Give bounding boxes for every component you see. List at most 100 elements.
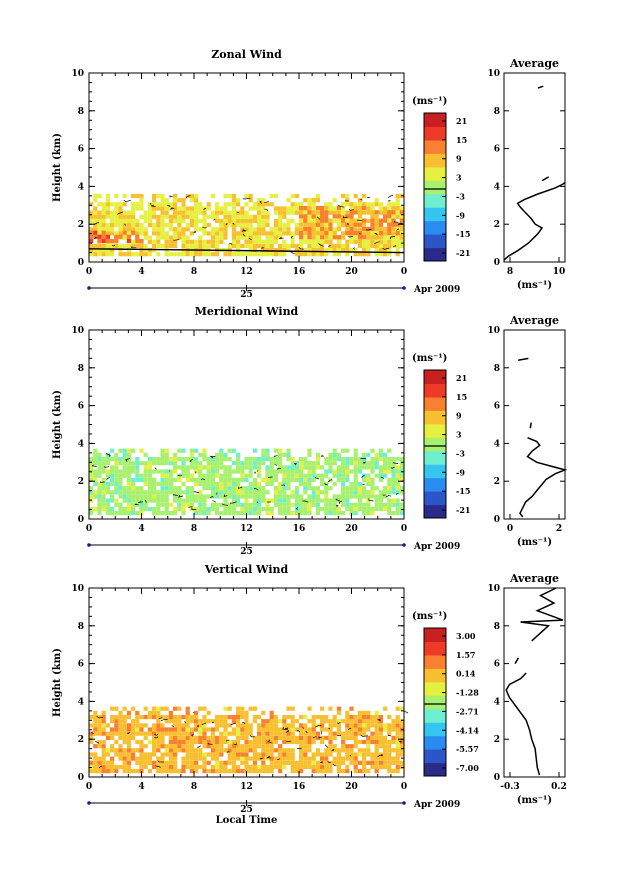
heatmap-cell <box>189 748 194 753</box>
heatmap-cell <box>336 473 341 478</box>
heatmap-cell <box>269 744 274 749</box>
heatmap-cell <box>265 248 270 253</box>
heatmap-cell <box>185 723 190 728</box>
contour-mark <box>158 717 163 720</box>
heatmap-cell <box>177 769 182 774</box>
heatmap-cell <box>387 235 392 240</box>
contour-mark <box>320 454 324 457</box>
heatmap-cell <box>126 218 131 224</box>
heatmap-cell <box>219 461 224 466</box>
heatmap-cell <box>244 752 249 757</box>
heatmap-cell <box>362 465 367 470</box>
heatmap-cell <box>219 227 224 232</box>
average-profile-segment <box>517 357 529 361</box>
heatmap-cell <box>286 498 291 503</box>
heatmap-cell <box>374 218 379 224</box>
heatmap-cell <box>370 461 375 466</box>
heatmap-cell <box>252 202 257 207</box>
heatmap-cell <box>160 706 165 711</box>
heatmap-cell <box>105 481 110 487</box>
heatmap-cell <box>353 465 358 470</box>
heatmap-cell <box>181 218 186 224</box>
heatmap-cell <box>101 502 106 507</box>
heatmap-cell <box>185 223 190 228</box>
heatmap-cell <box>202 502 207 507</box>
heatmap-cell <box>89 511 94 516</box>
contour-mark <box>203 207 207 211</box>
heatmap-cell <box>131 748 136 753</box>
heatmap-cell <box>315 764 320 770</box>
heatmap-cell <box>131 481 136 487</box>
heatmap-cell <box>273 457 278 462</box>
heatmap-cell <box>93 457 98 462</box>
heatmap-cell <box>126 710 131 715</box>
contour-mark <box>290 251 295 255</box>
heatmap-cell <box>240 723 245 728</box>
contour-mark <box>347 223 349 225</box>
heatmap-cell <box>399 239 404 244</box>
heatmap-cell <box>164 752 169 757</box>
heatmap-cell <box>383 760 388 765</box>
heatmap-cell <box>231 498 236 503</box>
heatmap-cell <box>244 744 249 749</box>
heatmap-cell <box>198 498 203 503</box>
colorbar-tick-label: -4.14 <box>456 725 479 735</box>
heatmap-cell <box>194 511 199 516</box>
heatmap-cell <box>93 452 98 457</box>
heatmap-cell <box>160 210 165 215</box>
heatmap-cell <box>173 769 178 774</box>
y-tick-label: 4 <box>78 439 84 449</box>
heatmap-cell <box>286 760 291 765</box>
heatmap-cell <box>328 465 333 470</box>
heatmap-cell <box>198 739 203 745</box>
heatmap-cell <box>168 744 173 749</box>
heatmap-cell <box>168 719 173 724</box>
heatmap-cell <box>282 469 287 474</box>
heatmap-cell <box>206 710 211 715</box>
heatmap-cell <box>122 457 127 462</box>
heatmap-cell <box>387 206 392 211</box>
heatmap-cell <box>294 727 299 732</box>
heatmap-cell <box>89 457 94 462</box>
heatmap-cell <box>244 498 249 503</box>
heatmap-cell <box>131 727 136 732</box>
heatmap-cell <box>164 498 169 503</box>
heatmap-cell <box>126 248 131 253</box>
heatmap-cell <box>307 498 312 503</box>
heatmap-cell <box>97 490 102 495</box>
heatmap-cell <box>231 727 236 732</box>
heatmap-cell <box>210 490 215 495</box>
heatmap-cell <box>311 202 316 207</box>
heatmap-cell <box>215 252 220 257</box>
heatmap-cell <box>181 744 186 749</box>
heatmap-cell <box>210 739 215 745</box>
heatmap-cell <box>332 243 337 248</box>
heatmap-cell <box>181 490 186 495</box>
heatmap-cell <box>378 235 383 240</box>
heatmap-cell <box>362 222 367 227</box>
heatmap-cell <box>143 473 148 478</box>
heatmap-cell <box>97 769 102 774</box>
heatmap-cell <box>118 218 123 224</box>
contour-mark <box>169 195 173 198</box>
heatmap-cell <box>219 477 224 482</box>
heatmap-cell <box>341 486 346 491</box>
heatmap-cell <box>252 502 257 507</box>
heatmap-cell <box>160 202 165 207</box>
heatmap-cell <box>101 223 106 228</box>
heatmap-cell <box>269 731 274 736</box>
heatmap-cell <box>341 756 346 761</box>
heatmap-cell <box>328 511 333 516</box>
heatmap-cell <box>252 498 257 503</box>
heatmap-cell <box>294 227 299 232</box>
heatmap-cell <box>126 735 131 740</box>
heatmap-cell <box>164 486 169 491</box>
heatmap-cell <box>118 506 123 512</box>
heatmap-cell <box>215 210 220 215</box>
heatmap-cell <box>391 719 396 724</box>
heatmap-cell <box>383 235 388 240</box>
heatmap-cell <box>353 481 358 487</box>
heatmap-cell <box>387 748 392 753</box>
heatmap-cell <box>240 218 245 224</box>
heatmap-cell <box>341 448 346 453</box>
